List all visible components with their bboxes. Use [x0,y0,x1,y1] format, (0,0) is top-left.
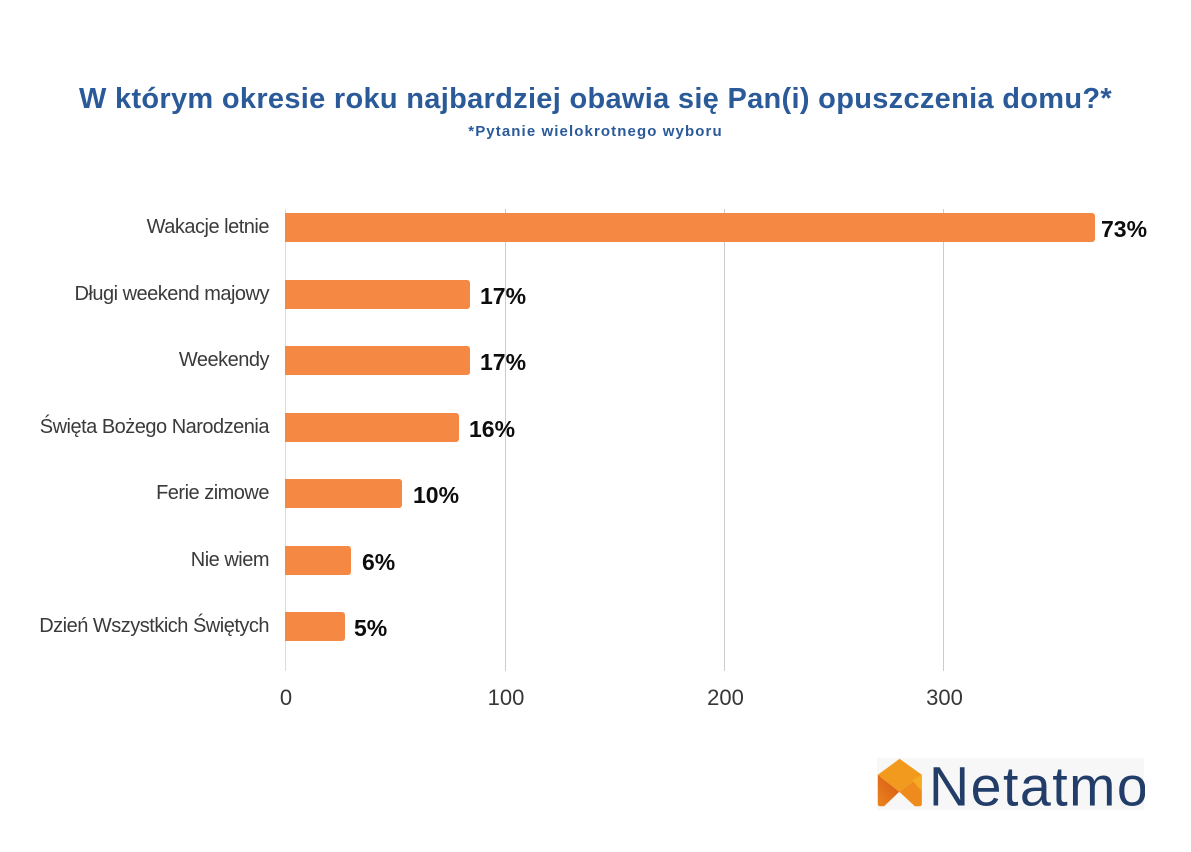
svg-text:Netatmo: Netatmo [929,757,1145,811]
